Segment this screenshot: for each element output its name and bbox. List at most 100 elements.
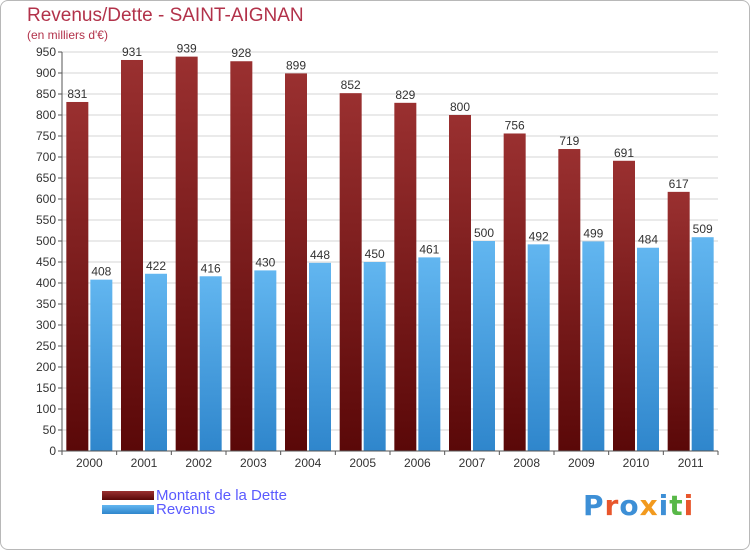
y-tick-label: 750 <box>36 129 56 143</box>
bar-dette-2007 <box>449 115 471 451</box>
data-label-dette: 928 <box>231 46 251 60</box>
x-tick-label: 2008 <box>513 456 540 470</box>
y-tick-label: 950 <box>36 45 56 59</box>
data-label-revenus: 448 <box>310 248 330 262</box>
data-label-dette: 931 <box>122 45 142 59</box>
data-label-dette: 939 <box>177 42 197 56</box>
bar-dette-2009 <box>558 149 581 451</box>
data-label-dette: 829 <box>395 88 415 102</box>
bar-dette-2005 <box>339 93 362 451</box>
bar-revenus-2005 <box>363 262 386 451</box>
legend-swatch-dette <box>102 491 154 500</box>
y-tick-label: 150 <box>36 381 56 395</box>
y-tick-label: 0 <box>49 444 56 458</box>
legend-label-dette: Montant de la Dette <box>156 487 287 504</box>
bars-layer <box>66 56 714 452</box>
bar-revenus-2010 <box>637 247 659 451</box>
x-tick-label: 2004 <box>295 456 322 470</box>
data-label-revenus: 499 <box>583 226 603 240</box>
data-label-dette: 800 <box>450 100 470 114</box>
data-label-revenus: 500 <box>474 226 494 240</box>
bar-dette-2006 <box>394 102 417 451</box>
y-tick-label: 850 <box>36 87 56 101</box>
grid-layer <box>62 51 718 452</box>
y-tick-label: 450 <box>36 255 56 269</box>
logo-letter: P <box>583 489 605 522</box>
bar-dette-2010 <box>613 160 635 451</box>
data-label-revenus: 422 <box>146 259 166 273</box>
y-tick-label: 50 <box>43 423 57 437</box>
x-tick-label: 2001 <box>131 456 158 470</box>
data-label-dette: 617 <box>669 177 689 191</box>
data-label-dette: 756 <box>505 118 525 132</box>
data-label-dette: 899 <box>286 58 306 72</box>
y-tick-label: 400 <box>36 276 56 290</box>
bar-revenus-2008 <box>527 244 550 451</box>
logo-letter: t <box>669 489 684 522</box>
axis-layer: 0 50 100 150 200 250 300 350 400 450 500 550 600 650 7… <box>36 45 719 470</box>
data-label-revenus: 450 <box>365 247 385 261</box>
x-tick-label: 2006 <box>404 456 431 470</box>
bar-dette-2001 <box>121 59 143 451</box>
y-tick-label: 550 <box>36 213 56 227</box>
y-tick-label: 900 <box>36 66 56 80</box>
bar-revenus-2006 <box>418 257 441 451</box>
x-tick-label: 2003 <box>240 456 267 470</box>
data-label-revenus: 408 <box>91 265 111 279</box>
bar-revenus-2003 <box>254 270 277 451</box>
logo-letter: i <box>683 489 695 522</box>
bar-revenus-2009 <box>582 241 605 451</box>
x-tick-label: 2000 <box>76 456 103 470</box>
y-tick-label: 300 <box>36 318 56 332</box>
y-tick-label: 250 <box>36 339 56 353</box>
x-tick-label: 2011 <box>678 456 704 470</box>
x-tick-label: 2005 <box>349 456 376 470</box>
x-tick-label: 2010 <box>623 456 650 470</box>
logo-letter: x <box>639 489 659 522</box>
bar-dette-2008 <box>503 133 526 452</box>
y-tick-label: 200 <box>36 360 56 374</box>
data-label-revenus: 416 <box>201 261 221 275</box>
bar-revenus-2007 <box>473 241 495 451</box>
data-label-revenus: 509 <box>693 222 713 236</box>
bar-revenus-2000 <box>90 279 113 451</box>
bar-revenus-2004 <box>309 262 331 451</box>
data-label-revenus: 430 <box>255 255 275 269</box>
legend-label-revenus: Revenus <box>156 501 216 518</box>
data-label-dette: 691 <box>614 146 634 160</box>
x-tick-label: 2007 <box>459 456 486 470</box>
data-label-revenus: 484 <box>638 233 658 247</box>
y-tick-label: 600 <box>36 192 56 206</box>
bar-dette-2003 <box>230 61 253 452</box>
y-tick-label: 100 <box>36 402 56 416</box>
x-tick-label: 2002 <box>185 456 212 470</box>
y-tick-label: 500 <box>36 234 56 248</box>
data-label-dette: 719 <box>559 134 579 148</box>
bar-dette-2004 <box>285 73 307 452</box>
bar-dette-2002 <box>175 56 198 452</box>
chart-subtitle: (en milliers d'€) <box>27 28 108 42</box>
bar-dette-2011 <box>667 191 690 452</box>
y-tick-label: 350 <box>36 297 56 311</box>
labels-layer: 831 408 931 422 939 416 928 430 899 448 852 450 829 4… <box>67 42 713 279</box>
bar-revenus-2011 <box>691 237 714 451</box>
data-label-dette: 831 <box>67 87 87 101</box>
data-label-revenus: 492 <box>529 229 549 243</box>
bar-revenus-2001 <box>145 273 167 451</box>
bar-dette-2000 <box>66 101 89 451</box>
data-label-revenus: 461 <box>419 242 439 256</box>
x-tick-label: 2009 <box>568 456 595 470</box>
logo-letter: r <box>604 489 620 522</box>
legend-swatch-revenus <box>102 505 154 514</box>
y-tick-label: 800 <box>36 108 56 122</box>
y-tick-label: 700 <box>36 150 56 164</box>
chart-title: Revenus/Dette - SAINT-AIGNAN <box>27 5 304 26</box>
logo-letter: o <box>619 489 640 522</box>
logo-letter: i <box>658 489 670 522</box>
y-tick-label: 650 <box>36 171 56 185</box>
bar-revenus-2002 <box>199 276 222 451</box>
proxiti-logo: Proxiti <box>583 489 694 522</box>
data-label-dette: 852 <box>341 78 361 92</box>
